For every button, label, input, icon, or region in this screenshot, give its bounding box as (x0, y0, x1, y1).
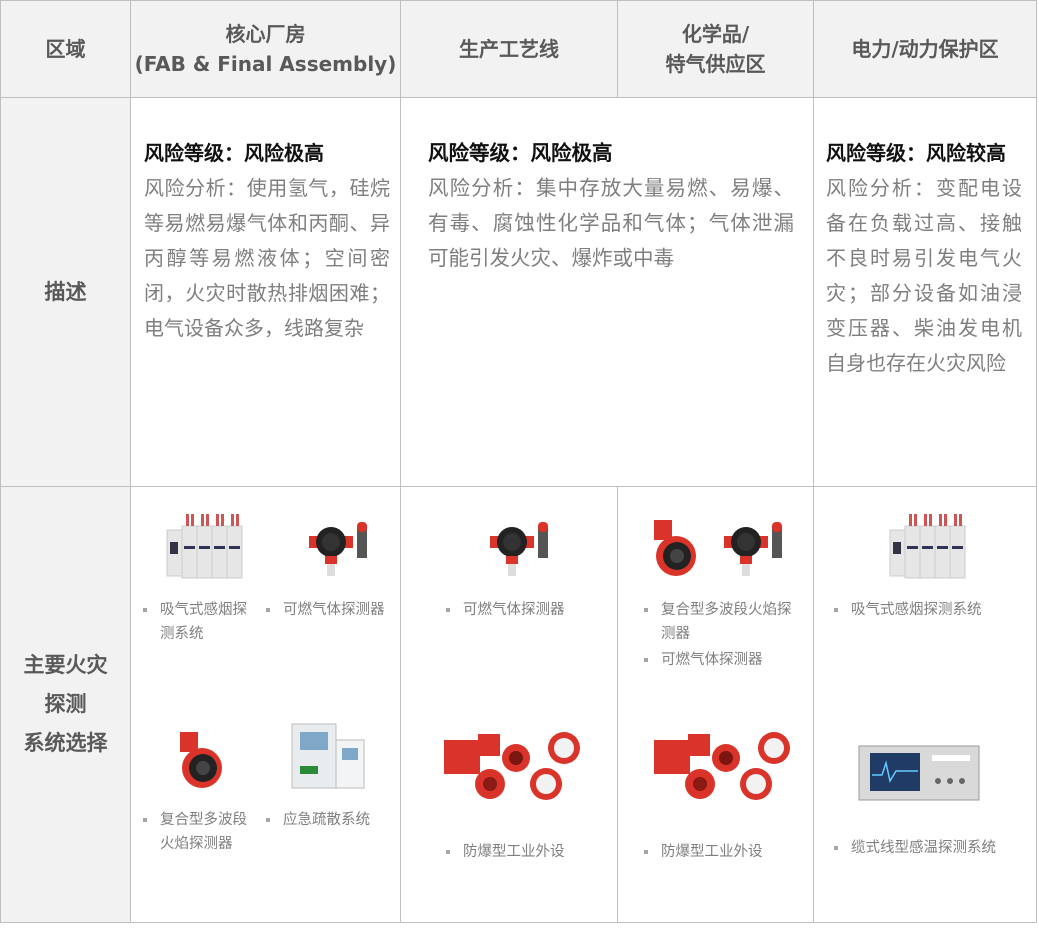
flame-detector-icon (648, 518, 700, 578)
header-subtitle: (FAB & Final Assembly) (134, 52, 397, 76)
gas-detector-icon (303, 518, 373, 582)
system-label-linear-heat: 缆式线型感温探测系统 (834, 836, 1039, 860)
system-label-flame: 复合型多波段火焰探测器 (143, 808, 260, 856)
gas-detector-icon (718, 518, 788, 582)
system-label-aspirating: 吸气式感烟探测系统 (834, 598, 1039, 622)
system-label-explosion-proof: 防爆型工业外设 (644, 840, 811, 864)
aspirating-smoke-detector-icon (886, 512, 966, 582)
system-label-gas: 可燃气体探测器 (644, 648, 811, 672)
header-title: 电力/动力保护区 (851, 37, 999, 61)
description-core: 风险等级：风险极高风险分析：使用氢气，硅烷等易燃易爆气体和丙酮、异丙醇等易燃液体… (144, 136, 390, 346)
risk-analysis: 风险分析：集中存放大量易燃、易爆、有毒、腐蚀性化学品和气体；气体泄漏可能引发火灾… (428, 176, 794, 270)
system-label-flame: 复合型多波段火焰探测器 (644, 598, 793, 646)
system-label-explosion-proof: 防爆型工业外设 (446, 840, 613, 864)
description-power: 风险等级：风险较高风险分析：变配电设备在负载过高、接触不良时易引发电气火灾；部分… (826, 136, 1022, 381)
explosion-proof-devices-icon (648, 728, 798, 806)
evacuation-system-icon (290, 722, 366, 790)
risk-analysis: 风险分析：使用氢气，硅烷等易燃易爆气体和丙酮、异丙醇等易燃液体；空间密闭，火灾时… (144, 176, 390, 340)
risk-level: 风险等级：风险极高 (144, 141, 324, 165)
risk-level: 风险等级：风险较高 (826, 141, 1006, 165)
header-chemical-supply: 化学品/特气供应区 (617, 0, 814, 98)
header-power-area: 电力/动力保护区 (813, 0, 1037, 98)
system-label-gas: 可燃气体探测器 (266, 598, 413, 622)
header-title: 化学品/ (681, 22, 750, 46)
system-label-gas: 可燃气体探测器 (446, 598, 613, 622)
system-label-evacuation: 应急疏散系统 (266, 808, 413, 832)
header-core-plant: 核心厂房 (FAB & Final Assembly) (130, 0, 401, 98)
row-label: 描述 (44, 279, 87, 304)
row-header-detection: 主要火灾 探测 系统选择 (0, 486, 131, 923)
risk-analysis: 风险分析：变配电设备在负载过高、接触不良时易引发电气火灾；部分设备如油浸变压器、… (826, 176, 1022, 375)
header-subtitle: 特气供应区 (665, 52, 766, 76)
flame-detector-icon (174, 730, 226, 790)
header-title: 生产工艺线 (459, 37, 559, 61)
detect-cell-power (813, 486, 1037, 923)
header-production-line: 生产工艺线 (400, 0, 618, 98)
header-title: 核心厂房 (225, 22, 306, 46)
header-region-label: 区域 (45, 37, 86, 61)
description-production-chemical: 风险等级：风险极高风险分析：集中存放大量易燃、易爆、有毒、腐蚀性化学品和气体；气… (428, 136, 794, 276)
row-label: 主要火灾 探测 系统选择 (23, 653, 108, 755)
aspirating-smoke-detector-icon (163, 512, 243, 582)
row-header-description: 描述 (0, 97, 131, 487)
gas-detector-icon (484, 518, 554, 582)
risk-level: 风险等级：风险极高 (428, 141, 613, 165)
system-label-aspirating: 吸气式感烟探测系统 (143, 598, 260, 646)
explosion-proof-devices-icon (438, 728, 588, 806)
header-region: 区域 (0, 0, 131, 98)
linear-heat-detector-unit-icon (858, 745, 980, 801)
